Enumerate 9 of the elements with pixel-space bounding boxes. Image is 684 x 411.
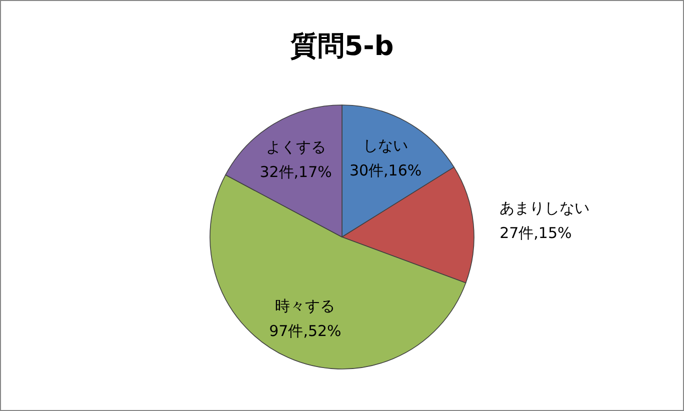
slice-label: よくする bbox=[266, 138, 326, 156]
data-label: 32件,17% bbox=[260, 163, 332, 182]
chart-title: 質問5-b bbox=[289, 31, 394, 62]
slice-label: 時々する bbox=[275, 296, 336, 315]
data-label: 27件,15% bbox=[500, 224, 572, 242]
data-label: 30件,16% bbox=[349, 162, 422, 180]
slice-label: しない bbox=[363, 136, 408, 155]
data-label: 97件,52% bbox=[269, 322, 342, 340]
slice-label: あまりしない bbox=[500, 198, 590, 217]
